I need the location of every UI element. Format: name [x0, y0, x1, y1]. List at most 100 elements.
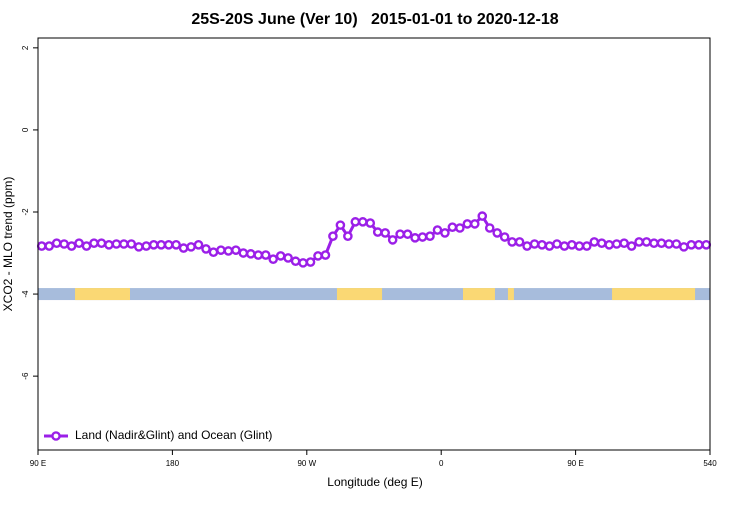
data-point [126, 239, 137, 249]
data-point [357, 217, 368, 227]
data-point [611, 239, 622, 249]
legend-marker [51, 431, 61, 441]
data-point [462, 219, 473, 229]
x-tick-label: 90 W [297, 459, 316, 468]
data-point [298, 258, 308, 268]
data-point [59, 239, 69, 249]
x-tick-label: 540 [703, 459, 717, 468]
data-point [596, 238, 607, 248]
data-point [81, 241, 92, 251]
data-point [410, 233, 420, 243]
data-point [671, 239, 682, 249]
y-tick-label: -6 [21, 372, 30, 380]
data-point [268, 254, 279, 264]
data-point [133, 242, 144, 252]
data-point [380, 228, 391, 238]
data-point [283, 253, 293, 263]
data-point [104, 240, 114, 250]
land-segment [507, 288, 514, 301]
x-axis-label: Longitude (deg E) [327, 475, 422, 489]
data-point [484, 223, 495, 233]
y-tick-label: -2 [21, 208, 30, 216]
land-segment [336, 288, 383, 301]
land-segment [463, 288, 495, 301]
data-point [544, 241, 555, 251]
x-tick-label: 0 [439, 459, 444, 468]
data-point [604, 240, 615, 250]
data-point [208, 247, 219, 258]
plot-frame [37, 37, 711, 451]
data-point [529, 239, 540, 249]
data-point [186, 242, 196, 252]
x-tick-label: 90 E [30, 459, 46, 468]
data-point [156, 240, 166, 250]
data-point [290, 256, 301, 267]
data-point [111, 239, 122, 249]
data-point [171, 240, 181, 250]
y-tick-label: 2 [21, 45, 30, 50]
data-point [649, 238, 659, 248]
data-point [387, 235, 398, 245]
data-point [350, 217, 361, 227]
data-point [231, 245, 241, 255]
data-point [619, 238, 629, 248]
data-point [245, 249, 256, 259]
data-point [492, 228, 503, 238]
data-point [74, 238, 84, 248]
data-point [514, 237, 525, 247]
data-point [641, 237, 652, 247]
land-segment [75, 288, 130, 301]
data-point [216, 245, 226, 255]
data-point [178, 243, 189, 253]
data-point [163, 240, 174, 250]
data-point [469, 219, 480, 229]
data-point [679, 242, 689, 252]
data-point [447, 222, 458, 232]
data-point [313, 251, 323, 261]
data-point [425, 231, 435, 242]
data-point [537, 240, 547, 250]
data-point [402, 229, 413, 239]
y-axis-label: XCO2 - MLO trend (ppm) [1, 177, 15, 312]
data-point [664, 239, 674, 249]
legend-label: Land (Nadir&Glint) and Ocean (Glint) [75, 428, 272, 442]
data-point [395, 229, 405, 239]
data-point [589, 237, 600, 247]
chart-title: 25S-20S June (Ver 10) 2015-01-01 to 2020… [191, 11, 558, 28]
data-point [36, 241, 47, 251]
data-point [574, 241, 585, 251]
data-point [634, 237, 644, 247]
data-point [119, 239, 129, 249]
data-point [477, 211, 488, 221]
data-point [559, 241, 570, 251]
data-point [141, 241, 152, 251]
data-point [686, 240, 697, 250]
data-point [656, 238, 667, 248]
data-point [148, 240, 159, 250]
data-point [275, 251, 286, 261]
data-point [372, 227, 383, 237]
data-point [201, 244, 211, 254]
data-point [260, 250, 271, 260]
data-point [417, 232, 428, 242]
land-segment [612, 288, 696, 301]
data-point [507, 237, 517, 247]
data-point [455, 223, 465, 233]
data-point [335, 220, 346, 230]
x-tick-label: 90 E [567, 459, 583, 468]
data-point [567, 240, 577, 250]
data-point [522, 241, 532, 251]
x-tick-label: 180 [166, 459, 180, 468]
data-point [238, 248, 249, 258]
data-point [89, 238, 99, 248]
data-point [328, 231, 338, 242]
y-tick-label: 0 [21, 127, 30, 132]
data-point [582, 241, 592, 251]
data-point [694, 240, 704, 250]
data-point [701, 240, 712, 250]
data-point [193, 240, 204, 250]
data-point [365, 218, 376, 228]
data-point [552, 239, 562, 249]
data-point [432, 225, 443, 235]
